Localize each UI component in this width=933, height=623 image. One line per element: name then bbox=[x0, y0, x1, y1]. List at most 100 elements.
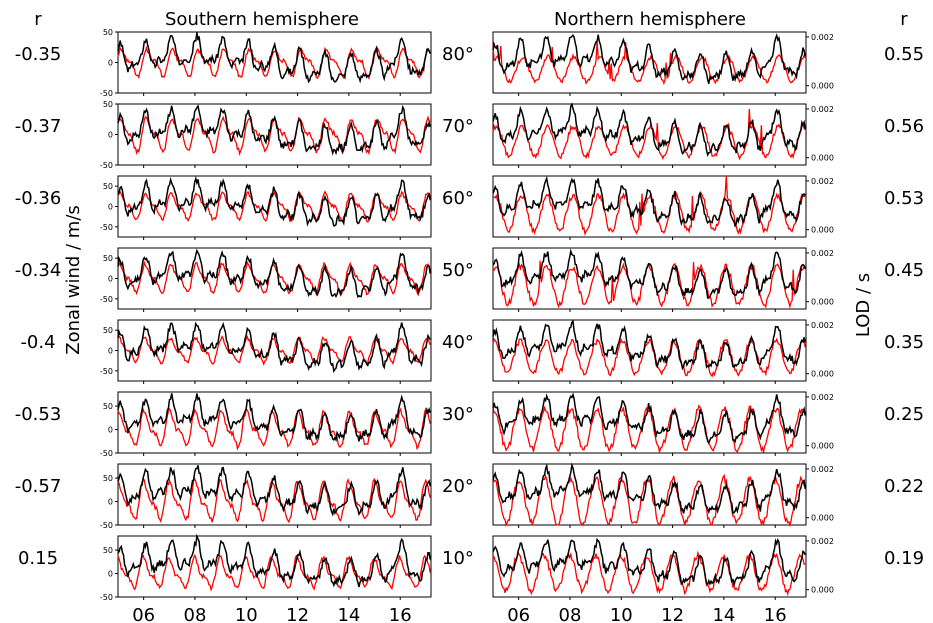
panel-row: 50 0 -50 -0.36 60° 0.002 0.000 0.53 bbox=[15, 175, 924, 240]
north-correlation-label: 0.56 bbox=[884, 116, 924, 137]
left-r-header: r bbox=[34, 9, 42, 30]
south-lod-line bbox=[117, 465, 431, 517]
south-y-tick-label: 50 bbox=[103, 474, 113, 483]
north-y-tick-label: 0.002 bbox=[811, 537, 834, 546]
south-y-tick-label: -50 bbox=[100, 295, 113, 304]
south-correlation-label: -0.57 bbox=[15, 476, 62, 497]
latitude-label: 70° bbox=[442, 116, 474, 137]
south-lod-line bbox=[117, 32, 431, 84]
south-y-tick-label: 0 bbox=[108, 275, 113, 284]
north-y-tick-label: 0.000 bbox=[811, 586, 834, 595]
right-y-axis-label: LOD / s bbox=[853, 273, 874, 337]
north-correlation-label: 0.55 bbox=[884, 44, 924, 65]
north-y-tick-label: 0.002 bbox=[811, 249, 834, 258]
panel-row: 50 0 -50 -0.34 50° 0.002 0.000 0.45 bbox=[15, 247, 924, 312]
south-correlation-label: 0.15 bbox=[18, 548, 58, 569]
north-x-tick-label: 06 bbox=[507, 605, 530, 623]
south-x-tick-label: 14 bbox=[337, 605, 360, 623]
north-lod-line bbox=[492, 319, 806, 371]
south-y-tick-label: 0 bbox=[108, 426, 113, 435]
south-y-tick-label: -50 bbox=[100, 593, 113, 602]
north-y-tick-label: 0.000 bbox=[811, 514, 834, 523]
north-lod-line bbox=[492, 102, 806, 158]
north-correlation-label: 0.19 bbox=[884, 548, 924, 569]
north-correlation-label: 0.22 bbox=[884, 476, 924, 497]
latitude-label: 20° bbox=[442, 476, 474, 497]
south-y-tick-label: -50 bbox=[100, 161, 113, 170]
north-panel-frame bbox=[492, 535, 807, 598]
panel-row: 50 0 -50 0.15 10° 0.002 0.000 0.19 bbox=[18, 533, 924, 602]
south-zonal-wind-line bbox=[117, 190, 431, 223]
north-y-tick-label: 0.000 bbox=[811, 226, 834, 235]
south-correlation-label: -0.35 bbox=[15, 44, 62, 65]
north-lod-line bbox=[492, 175, 806, 228]
north-correlation-label: 0.53 bbox=[884, 188, 924, 209]
south-panel-frame bbox=[117, 463, 432, 526]
south-x-tick-label: 08 bbox=[184, 605, 207, 623]
north-x-tick-label: 10 bbox=[610, 605, 633, 623]
south-x-tick-label: 12 bbox=[286, 605, 309, 623]
south-y-tick-label: -50 bbox=[100, 223, 113, 232]
south-y-tick-label: 50 bbox=[103, 100, 113, 109]
north-y-tick-label: 0.000 bbox=[811, 154, 834, 163]
south-x-tick-label: 16 bbox=[389, 605, 412, 623]
south-correlation-label: -0.53 bbox=[15, 404, 62, 425]
north-lod-line bbox=[492, 537, 806, 586]
south-y-tick-label: -50 bbox=[100, 367, 113, 376]
north-lod-line bbox=[492, 462, 806, 515]
south-panel-frame bbox=[117, 247, 432, 310]
south-y-tick-label: -50 bbox=[100, 89, 113, 98]
north-zonal-wind-line bbox=[492, 108, 806, 161]
panel-row: 50 0 -50 -0.35 80° 0.002 0.000 0.55 bbox=[15, 28, 924, 98]
north-y-tick-label: 0.002 bbox=[811, 465, 834, 474]
latitude-label: 50° bbox=[442, 260, 474, 281]
south-y-tick-label: 50 bbox=[103, 402, 113, 411]
north-y-tick-label: 0.000 bbox=[811, 82, 834, 91]
north-zonal-wind-line bbox=[492, 404, 806, 453]
south-lod-line bbox=[117, 104, 431, 156]
right-r-header: r bbox=[900, 9, 908, 30]
south-panel-frame bbox=[117, 319, 432, 382]
north-panel-frame bbox=[492, 31, 807, 94]
south-y-tick-label: 0 bbox=[108, 203, 113, 212]
south-lod-line bbox=[117, 321, 431, 373]
latitude-label: 60° bbox=[442, 188, 474, 209]
south-lod-line bbox=[117, 393, 431, 443]
panel-row: 50 0 -50 -0.37 70° 0.002 0.000 0.56 bbox=[15, 100, 924, 170]
south-correlation-label: -0.34 bbox=[15, 260, 62, 281]
south-lod-line bbox=[117, 175, 431, 227]
north-zonal-wind-line bbox=[492, 41, 806, 86]
south-correlation-label: -0.4 bbox=[20, 332, 55, 353]
north-y-tick-label: 0.002 bbox=[811, 105, 834, 114]
north-correlation-label: 0.45 bbox=[884, 260, 924, 281]
north-y-tick-label: 0.002 bbox=[811, 33, 834, 42]
north-y-tick-label: 0.000 bbox=[811, 298, 834, 307]
panel-row: 50 0 -50 -0.53 30° 0.002 0.000 0.25 bbox=[15, 391, 924, 458]
north-x-tick-label: 08 bbox=[559, 605, 582, 623]
north-correlation-label: 0.25 bbox=[884, 404, 924, 425]
south-y-tick-label: 0 bbox=[108, 131, 113, 140]
panel-row: 50 0 -50 -0.4 40° 0.002 0.000 0.35 bbox=[20, 319, 924, 384]
latitude-label: 80° bbox=[442, 44, 474, 65]
south-x-tick-label: 06 bbox=[132, 605, 155, 623]
south-y-tick-label: 0 bbox=[108, 347, 113, 356]
south-y-tick-label: 0 bbox=[108, 570, 113, 579]
north-zonal-wind-line bbox=[492, 550, 806, 597]
south-panel-frame bbox=[117, 31, 432, 94]
south-y-tick-label: 50 bbox=[103, 546, 113, 555]
south-y-tick-label: 50 bbox=[103, 28, 113, 37]
north-y-tick-label: 0.002 bbox=[811, 321, 834, 330]
south-zonal-wind-line bbox=[117, 406, 431, 451]
south-lod-line bbox=[117, 248, 431, 299]
north-lod-line bbox=[492, 392, 806, 445]
south-zonal-wind-line bbox=[117, 477, 431, 524]
latitude-label: 30° bbox=[442, 404, 474, 425]
south-y-tick-label: 50 bbox=[103, 326, 113, 335]
south-zonal-wind-line bbox=[117, 334, 431, 367]
north-panel-frame bbox=[492, 391, 807, 454]
latitude-label: 40° bbox=[442, 332, 474, 353]
south-correlation-label: -0.37 bbox=[15, 116, 62, 137]
north-correlation-label: 0.35 bbox=[884, 332, 924, 353]
north-panel-frame bbox=[492, 319, 807, 382]
